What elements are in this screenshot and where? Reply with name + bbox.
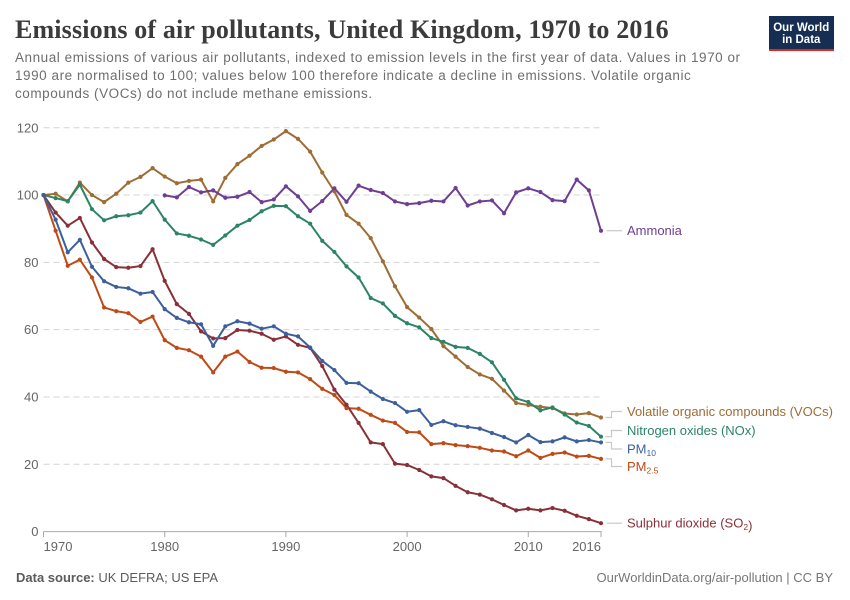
svg-text:1970: 1970 [44, 539, 73, 554]
svg-text:2010: 2010 [514, 539, 543, 554]
svg-text:Nitrogen oxides (NOx): Nitrogen oxides (NOx) [627, 423, 756, 438]
svg-text:2000: 2000 [393, 539, 422, 554]
svg-text:120: 120 [17, 120, 39, 135]
svg-text:2016: 2016 [572, 539, 601, 554]
svg-text:PM10: PM10 [627, 442, 656, 459]
svg-text:1990: 1990 [271, 539, 300, 554]
svg-text:80: 80 [24, 255, 38, 270]
svg-text:PM2.5: PM2.5 [627, 459, 659, 476]
svg-text:60: 60 [24, 322, 38, 337]
svg-text:100: 100 [17, 188, 39, 203]
svg-text:40: 40 [24, 389, 38, 404]
svg-text:Sulphur dioxide (SO2): Sulphur dioxide (SO2) [627, 516, 752, 534]
svg-text:0: 0 [31, 524, 38, 539]
svg-text:Volatile organic compounds (VO: Volatile organic compounds (VOCs) [627, 404, 833, 419]
svg-text:20: 20 [24, 457, 38, 472]
svg-text:1980: 1980 [150, 539, 179, 554]
svg-text:Ammonia: Ammonia [627, 223, 683, 238]
